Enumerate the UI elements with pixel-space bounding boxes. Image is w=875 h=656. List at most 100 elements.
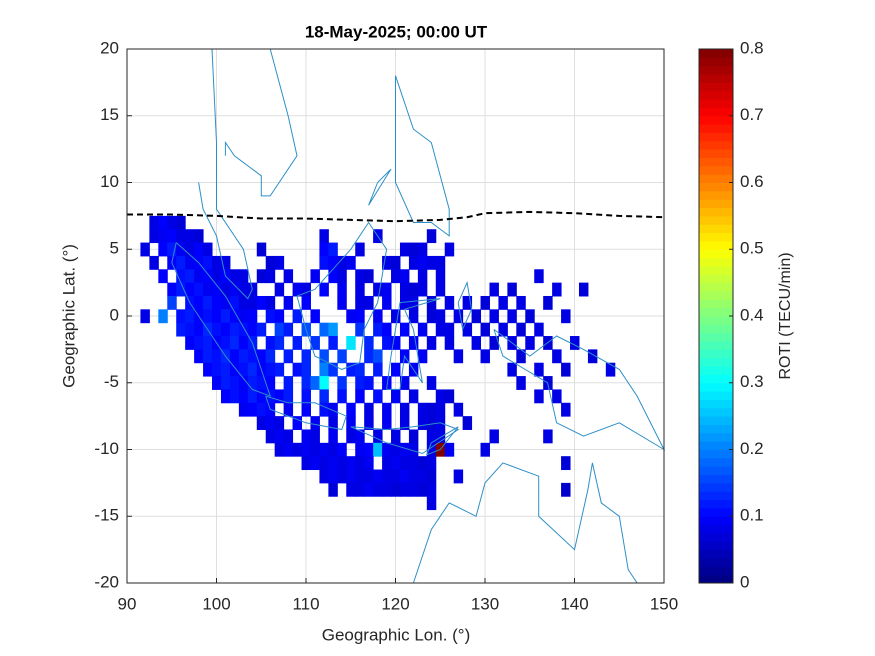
roti-cell [149, 215, 159, 230]
roti-cell [140, 242, 150, 257]
roti-cell [355, 282, 365, 297]
roti-cell [417, 322, 428, 337]
roti-cell [167, 295, 177, 310]
roti-cell [220, 282, 231, 297]
colorbar-swatch [699, 366, 733, 375]
colorbar-swatch [699, 574, 733, 584]
colorbar-swatch [699, 240, 733, 250]
roti-cell [310, 429, 320, 444]
roti-cell [337, 269, 347, 284]
roti-cell [274, 309, 285, 324]
roti-cell [256, 376, 267, 390]
colorbar-swatch [699, 224, 733, 234]
roti-cell [319, 282, 329, 297]
roti-cell [328, 456, 338, 471]
roti-cell [355, 469, 365, 484]
roti-cell [426, 402, 437, 417]
roti-cell [399, 282, 410, 297]
roti-cell [328, 255, 338, 270]
roti-cell [480, 295, 490, 310]
axes-layer: 90 100 110 120 130 140 150 -20 -15 -10 -5 0 5 10 15 20 [94, 38, 678, 613]
roti-cell [355, 429, 365, 444]
roti-cell [417, 282, 428, 297]
colorbar-swatch [699, 132, 733, 142]
colorbar-tick-label: 0.8 [740, 38, 764, 57]
roti-cell [229, 269, 240, 284]
roti-cell [229, 349, 240, 364]
roti-cell [507, 282, 517, 297]
colorbar-swatch [699, 407, 733, 417]
roti-cell [355, 456, 365, 471]
roti-cell [355, 242, 365, 257]
roti-cell [435, 322, 446, 337]
roti-cell [408, 282, 419, 297]
roti-cell [364, 469, 374, 484]
roti-cell [167, 215, 177, 230]
y-tick-label: 0 [110, 305, 119, 324]
roti-cell [373, 429, 383, 444]
roti-cell [274, 429, 285, 444]
roti-cell [301, 402, 311, 417]
roti-cell [149, 255, 159, 270]
colorbar-swatch [699, 374, 733, 384]
colorbar-swatch [699, 140, 733, 150]
roti-cell [247, 362, 258, 377]
roti-cell [444, 336, 455, 350]
roti-cell [399, 295, 410, 310]
roti-cell [337, 255, 347, 270]
roti-cell [399, 469, 410, 484]
coastline [425, 426, 459, 456]
roti-cell [220, 295, 231, 310]
colorbar-swatch [699, 532, 733, 542]
roti-cell [561, 456, 571, 471]
roti-cell [391, 269, 401, 284]
colorbar-swatch [699, 124, 733, 133]
roti-cell [185, 255, 195, 270]
roti-cell [399, 416, 410, 430]
y-tick-label: -5 [104, 372, 119, 391]
roti-cell [525, 336, 535, 350]
colorbar-swatch [699, 282, 733, 292]
roti-cell [185, 242, 195, 257]
colorbar-swatch [699, 74, 733, 83]
roti-cell [534, 362, 544, 377]
roti-cell [399, 482, 410, 497]
colorbar-swatch [699, 157, 733, 167]
colorbar-swatch [699, 516, 733, 526]
roti-cell [543, 295, 553, 310]
roti-cell [328, 362, 338, 377]
colorbar-swatch [699, 449, 733, 459]
roti-cell [274, 362, 285, 377]
roti-cell [364, 442, 374, 457]
roti-cell [435, 389, 446, 404]
roti-cell [346, 402, 356, 417]
roti-cell [399, 376, 410, 390]
roti-cell [274, 416, 285, 430]
roti-cell [408, 242, 419, 257]
roti-cell [319, 456, 329, 471]
colorbar-swatch [699, 49, 733, 58]
coastline [350, 422, 460, 455]
roti-cell [444, 242, 455, 257]
x-tick-label: 130 [471, 594, 499, 613]
roti-cell [265, 362, 276, 377]
roti-cell [543, 429, 553, 444]
roti-cell [373, 349, 383, 364]
roti-cell [319, 389, 329, 404]
roti-cell [435, 429, 446, 444]
roti-cell [426, 376, 437, 390]
chart-title: 18-May-2025; 00:00 UT [305, 22, 488, 41]
roti-cell [176, 229, 186, 244]
roti-cell [319, 229, 329, 244]
colorbar-swatch [699, 457, 733, 467]
roti-cell [382, 482, 392, 497]
roti-cell [310, 376, 320, 390]
roti-cell [301, 429, 311, 444]
roti-cell [426, 429, 437, 444]
colorbar-swatch [699, 149, 733, 158]
roti-cell [417, 469, 428, 484]
roti-cell [408, 442, 419, 457]
roti-cell [167, 242, 177, 257]
x-tick-label: 140 [560, 594, 588, 613]
roti-cell [462, 322, 473, 337]
